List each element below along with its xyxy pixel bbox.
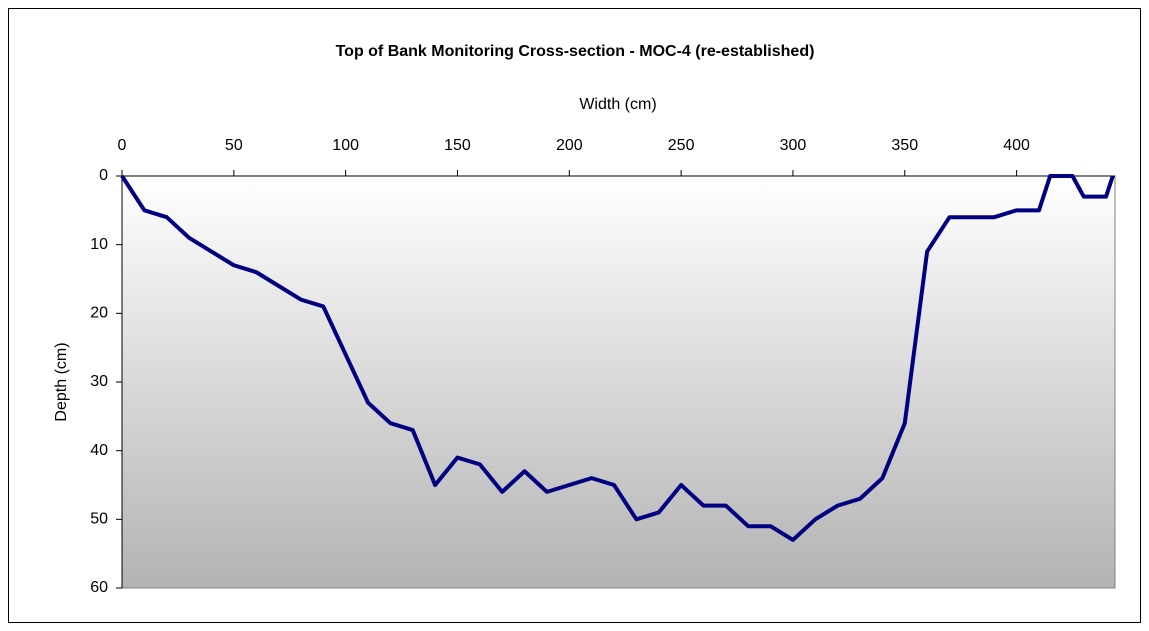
y-tick-label: 40	[90, 442, 108, 459]
chart-title: Top of Bank Monitoring Cross-section - M…	[336, 43, 815, 60]
x-tick-label: 150	[444, 137, 471, 154]
plot-area	[121, 175, 1116, 589]
x-tick-label: 200	[556, 137, 583, 154]
y-tick-label: 30	[90, 373, 108, 390]
x-tick-label: 300	[780, 137, 807, 154]
x-tick-label: 250	[668, 137, 695, 154]
y-tick-label: 60	[90, 579, 108, 596]
y-tick-label: 50	[90, 511, 108, 528]
y-tick-label: 10	[90, 236, 108, 253]
x-tick-label: 0	[118, 137, 127, 154]
data-line	[120, 174, 1115, 542]
y-tick-label: 20	[90, 305, 108, 322]
x-axis-label: Width (cm)	[579, 96, 656, 113]
x-tick-label: 50	[225, 137, 243, 154]
x-tick-label: 400	[1003, 137, 1030, 154]
x-tick-label: 100	[332, 137, 359, 154]
y-tick-label: 0	[99, 167, 108, 184]
y-axis-label: Depth (cm)	[53, 342, 70, 421]
x-tick-label: 350	[891, 137, 918, 154]
